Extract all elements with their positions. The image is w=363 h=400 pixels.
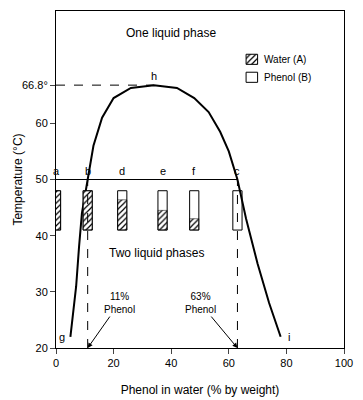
svg-text:One liquid phase: One liquid phase xyxy=(126,26,216,40)
svg-text:40: 40 xyxy=(165,357,177,369)
svg-text:Temperature (°C): Temperature (°C) xyxy=(11,133,25,225)
svg-text:d: d xyxy=(119,165,125,177)
svg-text:0: 0 xyxy=(53,357,59,369)
svg-text:20: 20 xyxy=(36,342,48,354)
svg-text:100: 100 xyxy=(335,357,353,369)
svg-text:i: i xyxy=(288,331,290,343)
svg-text:30: 30 xyxy=(36,286,48,298)
svg-text:20: 20 xyxy=(107,357,119,369)
svg-text:60: 60 xyxy=(36,117,48,129)
svg-text:e: e xyxy=(160,165,166,177)
svg-text:11%Phenol: 11%Phenol xyxy=(104,291,135,315)
svg-text:80: 80 xyxy=(280,357,292,369)
svg-text:g: g xyxy=(59,331,65,343)
svg-text:a: a xyxy=(53,165,60,177)
svg-text:h: h xyxy=(151,70,157,82)
svg-text:66.8°: 66.8° xyxy=(22,79,48,91)
svg-text:Phenol in water (% by weight): Phenol in water (% by weight) xyxy=(121,383,280,397)
svg-text:Water (A): Water (A) xyxy=(264,54,306,65)
svg-text:60: 60 xyxy=(223,357,235,369)
svg-text:50: 50 xyxy=(36,173,48,185)
svg-text:Two liquid phases: Two liquid phases xyxy=(109,246,204,260)
svg-text:63%Phenol: 63%Phenol xyxy=(185,291,216,315)
svg-text:f: f xyxy=(192,165,196,177)
svg-text:Phenol (B): Phenol (B) xyxy=(264,72,311,83)
svg-text:40: 40 xyxy=(36,230,48,242)
svg-text:b: b xyxy=(85,165,91,177)
svg-text:c: c xyxy=(234,165,240,177)
